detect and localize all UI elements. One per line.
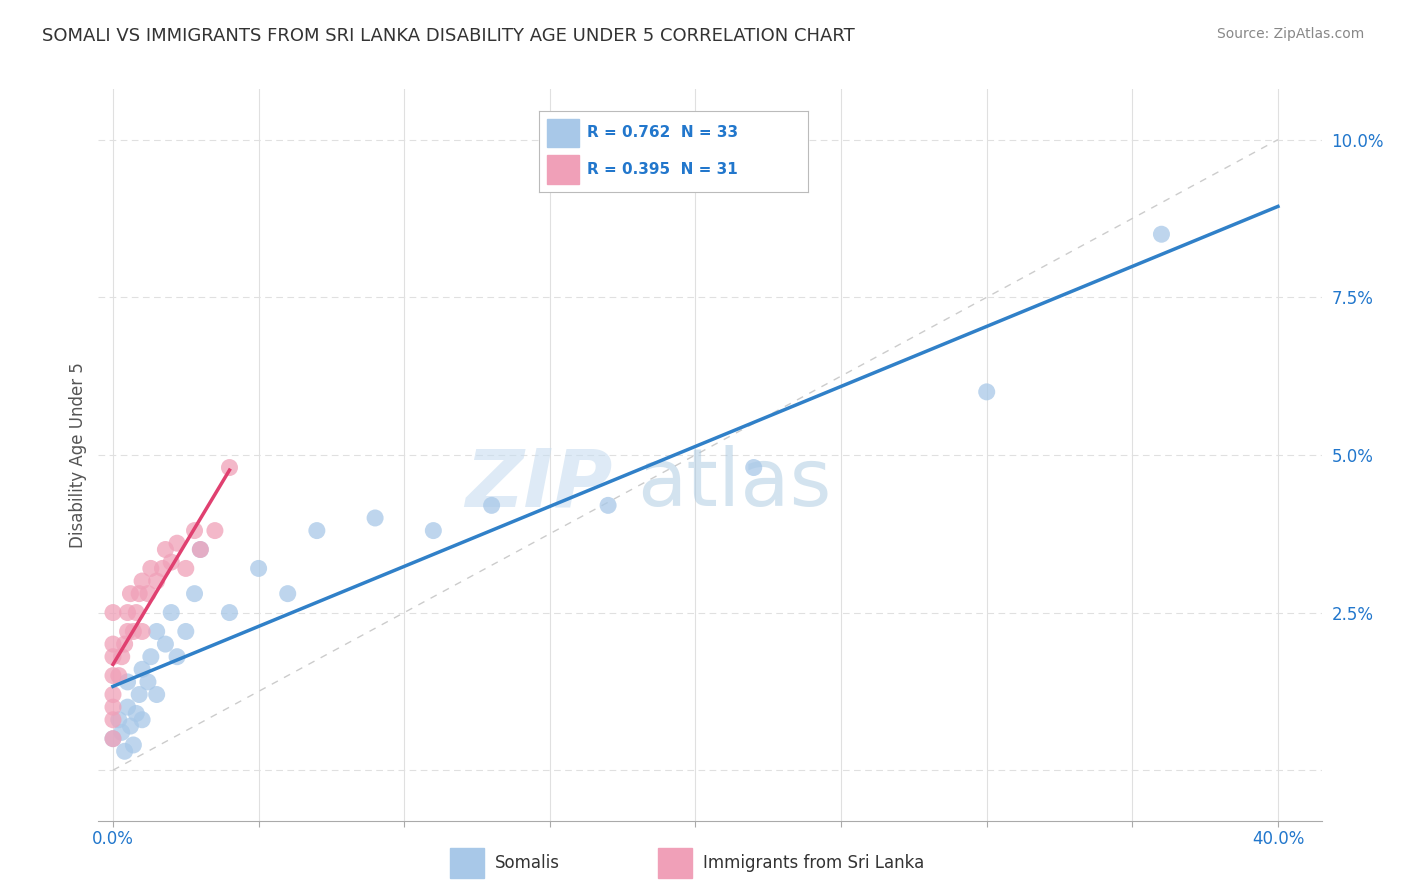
Point <box>128 587 150 601</box>
Point <box>108 668 131 682</box>
Point <box>131 662 153 676</box>
Point <box>145 624 167 639</box>
Point <box>136 674 159 689</box>
Point <box>120 719 142 733</box>
Point <box>139 561 162 575</box>
Text: R = 0.395  N = 31: R = 0.395 N = 31 <box>588 162 738 178</box>
Text: Immigrants from Sri Lanka: Immigrants from Sri Lanka <box>703 854 924 872</box>
Point <box>101 668 124 682</box>
Point <box>108 713 131 727</box>
Point <box>204 524 226 538</box>
Bar <box>547 155 579 184</box>
Point <box>183 587 205 601</box>
Point <box>120 587 142 601</box>
Point <box>145 574 167 588</box>
Point <box>122 738 145 752</box>
Text: Somalis: Somalis <box>495 854 560 872</box>
Point <box>976 384 998 399</box>
Point <box>160 606 183 620</box>
Point <box>101 700 124 714</box>
Point <box>101 713 124 727</box>
Point <box>101 606 124 620</box>
Text: Source: ZipAtlas.com: Source: ZipAtlas.com <box>1216 27 1364 41</box>
Point <box>131 624 153 639</box>
Point <box>117 606 139 620</box>
Point <box>101 688 124 702</box>
Point <box>247 561 270 575</box>
Point <box>117 700 139 714</box>
Point <box>111 725 134 739</box>
Point <box>305 524 328 538</box>
Point <box>101 731 124 746</box>
Point <box>101 649 124 664</box>
Point <box>101 731 124 746</box>
Point <box>114 637 136 651</box>
Point <box>218 606 240 620</box>
Point <box>155 637 177 651</box>
Point <box>122 624 145 639</box>
Point <box>188 542 212 557</box>
Point <box>188 542 212 557</box>
Text: 0.0%: 0.0% <box>91 830 134 848</box>
Y-axis label: Disability Age Under 5: Disability Age Under 5 <box>69 362 87 548</box>
Point <box>1150 227 1173 242</box>
Point <box>136 587 159 601</box>
Point <box>166 536 188 550</box>
Point <box>742 460 765 475</box>
Point <box>277 587 299 601</box>
Point <box>183 524 205 538</box>
Point <box>598 499 620 513</box>
Point <box>152 561 174 575</box>
Text: R = 0.762  N = 33: R = 0.762 N = 33 <box>588 126 738 140</box>
Point <box>101 637 124 651</box>
Point <box>125 706 148 721</box>
Point <box>131 713 153 727</box>
Point <box>131 574 153 588</box>
Point <box>117 624 139 639</box>
Point <box>111 649 134 664</box>
Point <box>128 688 150 702</box>
Point <box>145 688 167 702</box>
Point <box>139 649 162 664</box>
Bar <box>547 120 579 147</box>
Point <box>125 606 148 620</box>
Point <box>117 674 139 689</box>
Point <box>422 524 444 538</box>
Point <box>364 511 387 525</box>
Point <box>155 542 177 557</box>
Text: 40.0%: 40.0% <box>1251 830 1305 848</box>
Point <box>481 499 503 513</box>
Point <box>166 649 188 664</box>
Text: SOMALI VS IMMIGRANTS FROM SRI LANKA DISABILITY AGE UNDER 5 CORRELATION CHART: SOMALI VS IMMIGRANTS FROM SRI LANKA DISA… <box>42 27 855 45</box>
Point <box>174 624 197 639</box>
Point <box>174 561 197 575</box>
Text: ZIP: ZIP <box>465 445 612 524</box>
Text: atlas: atlas <box>637 445 831 524</box>
Bar <box>658 848 692 878</box>
Point <box>218 460 240 475</box>
Point <box>160 555 183 569</box>
Bar <box>450 848 484 878</box>
Point <box>114 744 136 758</box>
